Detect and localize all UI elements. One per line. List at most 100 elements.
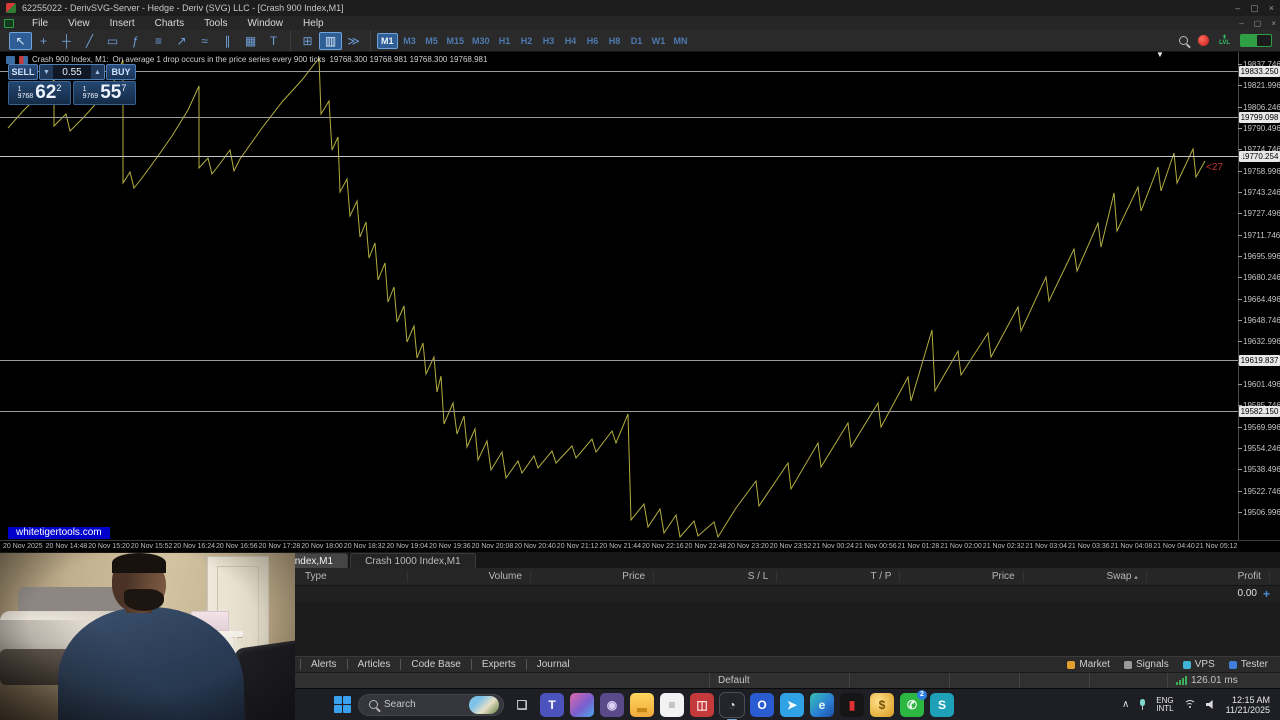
timeframe-button[interactable]: H6 <box>586 35 599 46</box>
service-link[interactable]: Signals <box>1123 659 1169 670</box>
service-link[interactable]: VPS <box>1182 659 1215 670</box>
column-header[interactable]: Type <box>305 571 408 582</box>
timeframe-button[interactable]: H2 <box>520 35 533 46</box>
toolbox-tab[interactable]: Alerts <box>300 659 347 670</box>
service-link[interactable]: Tester <box>1228 659 1268 670</box>
timeframe-button[interactable]: D1 <box>630 35 643 46</box>
chart-list-icon[interactable] <box>6 55 15 64</box>
menu-item[interactable]: Insert <box>109 17 135 29</box>
telegram-icon[interactable]: ➤ <box>780 692 804 717</box>
timeframe-button[interactable]: M1 <box>377 32 398 49</box>
view-tool-button[interactable]: ▥ <box>319 31 342 50</box>
teams-icon[interactable]: T <box>540 692 564 717</box>
tool-button[interactable]: ≈ <box>201 33 208 48</box>
toolbox-tab[interactable]: Journal <box>525 659 580 670</box>
column-header[interactable]: T / P <box>777 571 901 582</box>
document-icon[interactable]: ≡ <box>660 692 684 717</box>
volume-icon[interactable] <box>1205 700 1213 709</box>
outlook-icon[interactable]: O <box>750 692 774 717</box>
search-icon[interactable] <box>1179 36 1189 45</box>
column-header[interactable]: S / L <box>654 571 778 582</box>
menu-item[interactable]: Help <box>303 17 324 29</box>
tool-button[interactable]: ┼ <box>62 33 71 48</box>
wifi-icon[interactable] <box>1183 700 1196 709</box>
timeframe-button[interactable]: M15 <box>446 35 465 46</box>
new-order-button[interactable]: + <box>1262 586 1270 601</box>
algo-trading-toggle[interactable] <box>1240 34 1272 47</box>
menu-item[interactable]: Tools <box>204 17 228 29</box>
child-minimize-button[interactable]: – <box>1239 18 1244 28</box>
horizontal-level-line[interactable] <box>0 71 1238 73</box>
tool-button[interactable]: ↗ <box>176 33 187 48</box>
sell-price[interactable]: 1 9768 62 2 <box>8 81 71 105</box>
close-button[interactable]: × <box>1268 2 1274 13</box>
notifications-icon[interactable] <box>1198 35 1210 46</box>
sell-button[interactable]: SELL <box>8 64 38 80</box>
timeframe-button[interactable]: W1 <box>651 35 666 46</box>
view-tool-button[interactable]: ⊞ <box>302 33 313 48</box>
surfshark-icon[interactable]: S <box>930 692 954 717</box>
tool-button[interactable]: ╱ <box>85 33 94 48</box>
tool-button[interactable]: ≡ <box>154 33 162 48</box>
tool-button[interactable]: ∥ <box>224 33 231 48</box>
hidden-icons-chevron[interactable]: ∧ <box>1121 699 1130 710</box>
chart-tab[interactable]: Crash 1000 Index,M1 <box>350 553 476 568</box>
file-explorer-icon[interactable]: ▂ <box>630 692 654 717</box>
volume-input[interactable]: 0.55 <box>62 66 82 78</box>
column-header[interactable]: Price <box>531 571 655 582</box>
minimize-button[interactable]: – <box>1235 2 1241 13</box>
menu-item[interactable]: Charts <box>154 17 185 29</box>
timeframe-button[interactable]: M30 <box>472 35 490 46</box>
black-red-app-icon[interactable]: ▮ <box>840 692 864 717</box>
tool-button[interactable]: ↖ <box>9 31 32 50</box>
camera-icon[interactable]: ◉ <box>600 692 624 717</box>
column-header[interactable]: Price <box>900 571 1024 582</box>
copilot-icon[interactable] <box>570 692 594 717</box>
timeframe-button[interactable]: M3 <box>403 35 416 46</box>
menu-item[interactable]: Window <box>247 17 284 29</box>
buy-price[interactable]: 1 9769 55 7 <box>73 81 136 105</box>
toolbox-tab[interactable]: Code Base <box>400 659 470 670</box>
obs-studio-icon[interactable]: ◔ <box>719 691 745 720</box>
whatsapp-icon[interactable]: ✆ 2 <box>900 689 927 717</box>
child-restore-button[interactable]: ▢ <box>1253 18 1262 28</box>
timeframe-button[interactable]: H1 <box>498 35 511 46</box>
buy-button[interactable]: BUY <box>106 64 136 80</box>
edge-icon[interactable]: e <box>810 692 834 717</box>
current-price-line[interactable] <box>0 156 1238 158</box>
horizontal-level-line[interactable] <box>0 117 1238 119</box>
maximize-button[interactable]: ▢ <box>1250 2 1259 13</box>
service-link[interactable]: Market <box>1067 659 1110 670</box>
tool-button[interactable]: + <box>39 33 47 48</box>
tool-button[interactable]: ▦ <box>244 33 257 48</box>
volume-increase-button[interactable]: ▲ <box>91 65 104 79</box>
microphone-icon[interactable] <box>1139 699 1146 710</box>
gold-app-icon[interactable]: $ <box>870 692 894 717</box>
column-header[interactable]: Profit <box>1147 571 1270 582</box>
tool-button[interactable]: T <box>269 33 278 48</box>
clock[interactable]: 12:15 AM 11/21/2025 <box>1225 694 1270 715</box>
toolbox-tab[interactable]: Experts <box>470 659 526 670</box>
horizontal-level-line[interactable] <box>0 360 1238 362</box>
lvl-indicator-icon[interactable]: ↟ LVL <box>1219 34 1230 46</box>
timeframe-button[interactable]: H8 <box>608 35 621 46</box>
chart-area[interactable]: Crash 900 Index, M1: On average 1 drop o… <box>0 50 1280 552</box>
view-tool-button[interactable]: ≫ <box>347 33 360 48</box>
horizontal-level-line[interactable] <box>0 411 1238 413</box>
taskbar-search[interactable]: Search <box>358 693 504 716</box>
connection-status[interactable]: 126.01 ms <box>1168 673 1280 688</box>
menu-item[interactable]: View <box>68 17 90 29</box>
child-close-button[interactable]: × <box>1271 18 1276 28</box>
chart-profile-icon[interactable] <box>19 55 28 64</box>
timeframe-button[interactable]: MN <box>673 35 688 46</box>
column-header[interactable]: Swap ▴ <box>1024 571 1147 582</box>
tool-button[interactable]: ƒ <box>132 33 139 48</box>
task-view-icon[interactable]: ❏ <box>516 697 528 712</box>
volume-decrease-button[interactable]: ▼ <box>40 65 53 79</box>
tool-button[interactable]: ▭ <box>106 33 119 48</box>
timeframe-button[interactable]: M5 <box>425 35 438 46</box>
column-header[interactable]: Volume <box>408 571 531 582</box>
profile-selector[interactable]: Default <box>710 673 850 688</box>
timeframe-button[interactable]: H3 <box>542 35 555 46</box>
menu-item[interactable]: File <box>32 17 49 29</box>
